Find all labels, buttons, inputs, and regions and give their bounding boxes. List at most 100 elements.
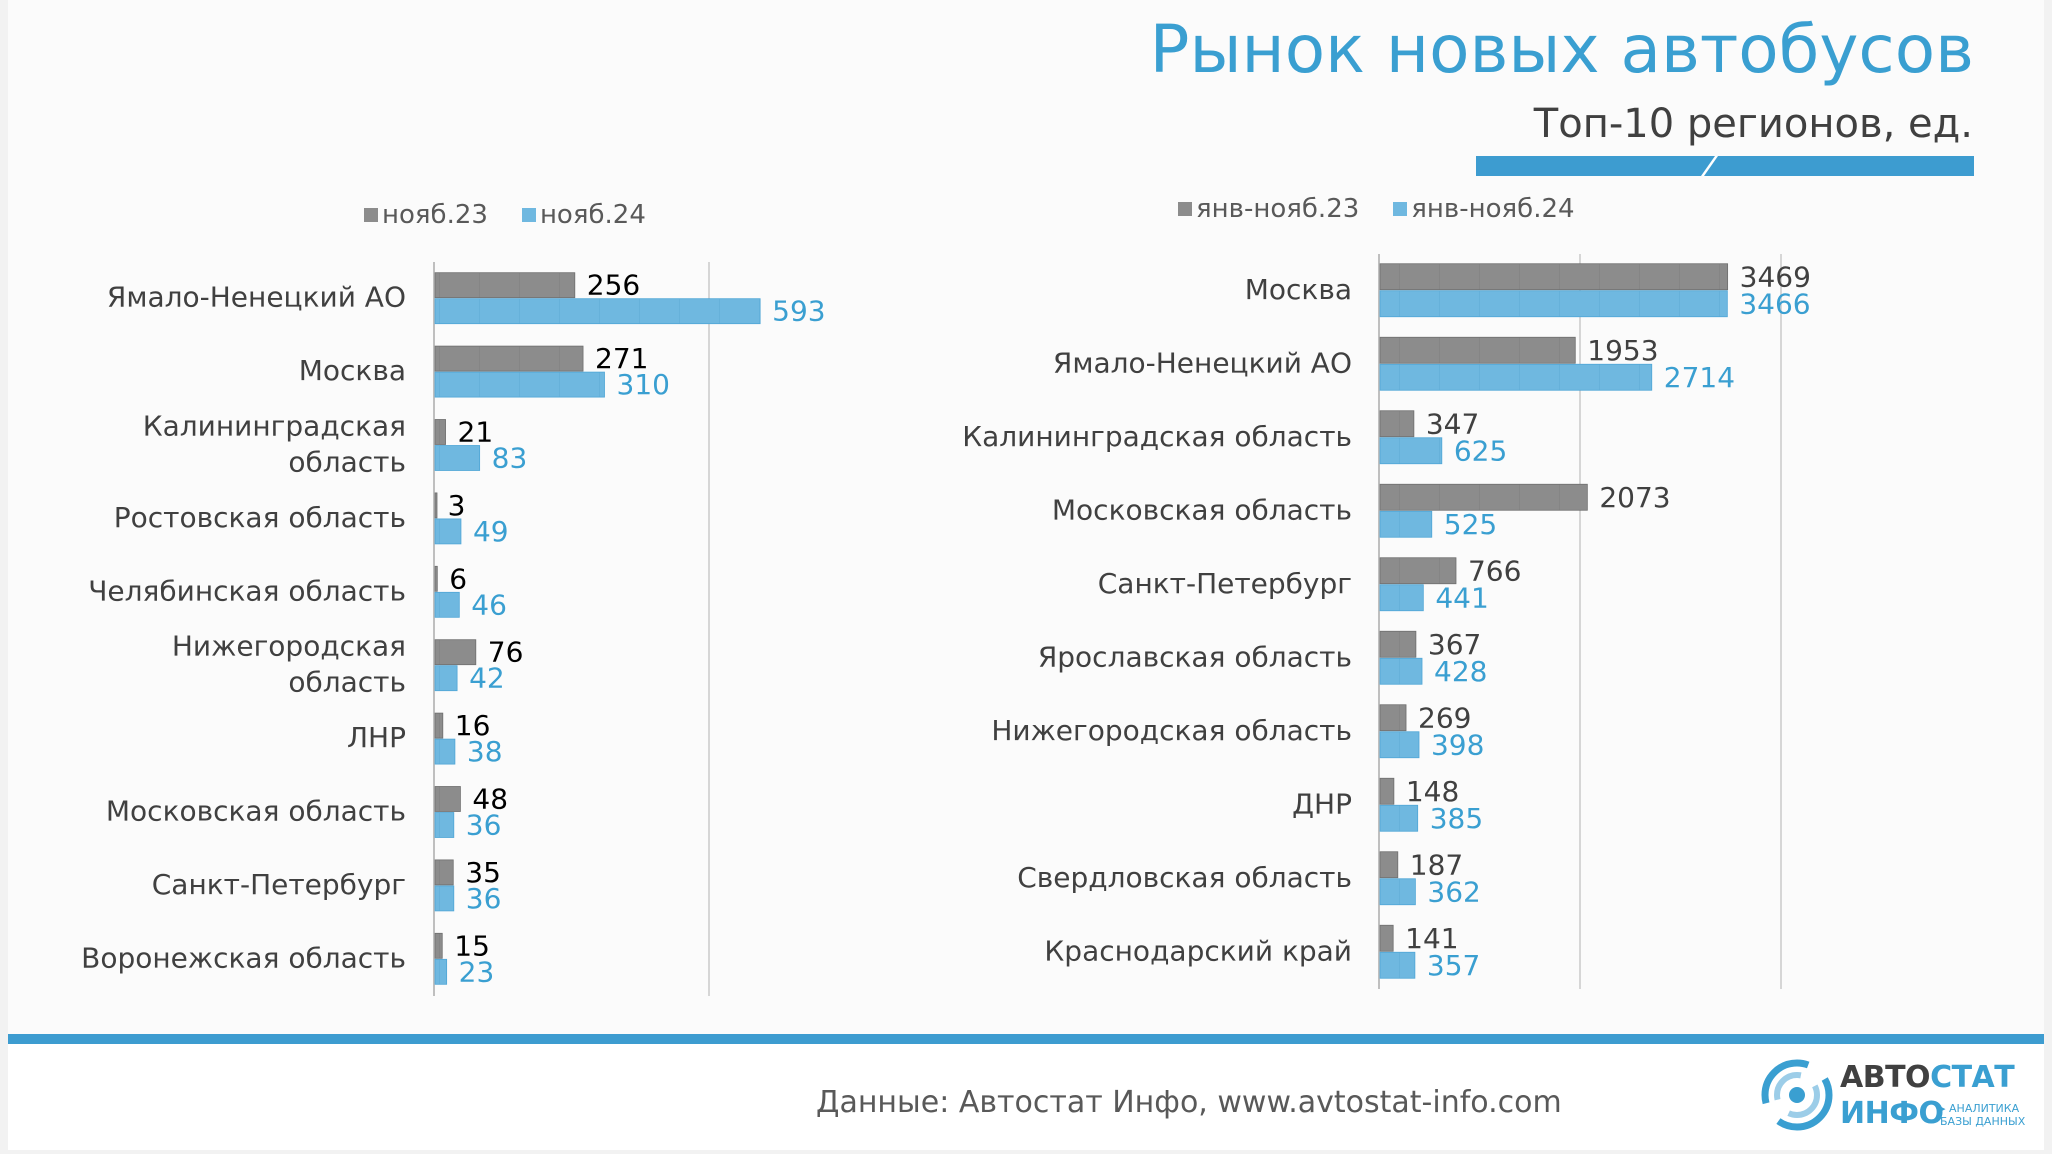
category-label-line: область [288,446,406,479]
category-label-line: Челябинская область [88,574,406,607]
category-label-line: Санкт-Петербург [152,868,406,901]
category-label: Московская область [106,795,406,828]
data-label: 2714 [1664,361,1735,394]
bar-curr-year [1379,290,1728,318]
category-label-line: Москва [1245,273,1352,306]
avtostat-logo: АВТОСТАТ ИНФО ▸ АНАЛИТИКА БАЗЫ ДАННЫХ [1760,1058,2025,1138]
data-label: 76 [488,636,524,669]
category-label-line: Калининградская [143,410,406,443]
data-label: 766 [1468,554,1521,587]
bar-prev-year [434,345,584,372]
data-label: 357 [1427,949,1480,982]
category-label: Нижегородская область [172,630,406,699]
logo-stat: СТАТ [1930,1060,2015,1095]
category-label-line: ЛНР [347,721,406,754]
data-label: 428 [1434,655,1487,688]
bar-prev-year [1379,851,1399,879]
category-label: Нижегородская область [991,714,1352,747]
category-label-line: ДНР [1292,787,1352,820]
category-label-line: Нижегородская область [991,714,1352,747]
legend-label: янв-нояб.23 [1196,194,1360,224]
category-label: Свердловская область [1017,861,1352,894]
footer [8,1044,2044,1150]
logo-tagline: ▸ АНАЛИТИКА БАЗЫ ДАННЫХ [1940,1102,2025,1128]
legend-label: янв-нояб.24 [1411,194,1575,224]
data-label: 310 [617,368,670,401]
logo-info: ИНФО [1840,1096,1944,1131]
slide-title: Рынок новых автобусов [1149,11,1974,88]
category-label-line: Ямало-Ненецкий АО [1053,346,1352,379]
category-label-line: Свердловская область [1017,861,1352,894]
category-label: Калининградская область [962,420,1352,453]
data-label: 593 [772,295,825,328]
category-label-line: Ростовская область [114,501,406,534]
category-label-line: Москва [299,354,406,387]
category-label-line: Воронежская область [81,941,406,974]
logo-avto: АВТО [1840,1060,1931,1095]
category-label-line: область [288,666,406,699]
footer-rule [8,1034,2044,1044]
data-label: 23 [459,955,495,988]
category-label-line: Краснодарский край [1044,934,1352,967]
bar-curr-year [434,298,761,325]
data-label: 398 [1431,728,1484,761]
bar-prev-year [434,272,576,299]
bar-prev-year [1379,924,1394,952]
bar-prev-year [1379,704,1407,732]
legend-item-jan-nov24: янв-нояб.24 [1393,194,1575,224]
data-label: 362 [1427,875,1480,908]
data-label: 35 [465,856,501,889]
bar-curr-year [1379,437,1443,465]
bar-curr-year [1379,657,1423,685]
data-label: 83 [492,442,528,475]
legend-item-jan-nov23: янв-нояб.23 [1178,194,1359,224]
bar-prev-year [434,786,461,812]
data-label: 2073 [1599,481,1670,514]
legend-swatch-grey [1178,202,1192,216]
bar-curr-year [1379,510,1433,538]
data-label: 525 [1444,508,1497,541]
logo-tagline-line2: БАЗЫ ДАННЫХ [1940,1115,2026,1128]
bar-curr-year [434,885,455,912]
category-label: Ямало-Ненецкий АО [1053,346,1352,379]
bar-prev-year [1379,410,1415,438]
data-label: 367 [1428,628,1481,661]
data-label: 38 [467,735,503,768]
bar-curr-year [1379,878,1416,906]
data-label: 3469 [1740,260,1811,293]
legend-item-nov24: нояб.24 [521,200,646,230]
category-label-line: Московская область [1052,493,1352,526]
source-note: Данные: Автостат Инфо, www.avtostat-info… [816,1085,1562,1120]
bar-prev-year [1379,557,1457,585]
category-label: Ярославская область [1038,640,1352,673]
bar-curr-year [434,738,456,765]
data-label: 48 [472,783,508,816]
data-label: 385 [1430,802,1483,835]
data-label: 625 [1454,434,1507,467]
data-label: 15 [454,929,490,962]
bar-curr-year [434,665,458,692]
bar-curr-year [434,371,605,398]
data-label: 187 [1410,848,1463,881]
bar-prev-year [434,859,454,886]
bar-prev-year [1379,777,1395,805]
category-label: ЛНР [347,721,406,754]
legend-right: янв-нояб.23 янв-нояб.24 [1178,194,1609,224]
category-label-line: Калининградская область [962,420,1352,453]
category-label: Санкт-Петербург [1098,567,1352,600]
bar-prev-year [434,639,477,666]
data-label: 16 [455,709,491,742]
bar-curr-year [1379,584,1424,612]
bar-curr-year [1379,951,1416,979]
logo-swirl-icon [1761,1059,1833,1131]
bar-prev-year [434,419,446,445]
title-accent-bar [1476,156,1974,176]
category-label: Челябинская область [88,574,406,607]
legend-swatch-blue [521,208,536,222]
category-label: Калининградская область [143,410,406,479]
category-label-line: Нижегородская [172,630,406,663]
